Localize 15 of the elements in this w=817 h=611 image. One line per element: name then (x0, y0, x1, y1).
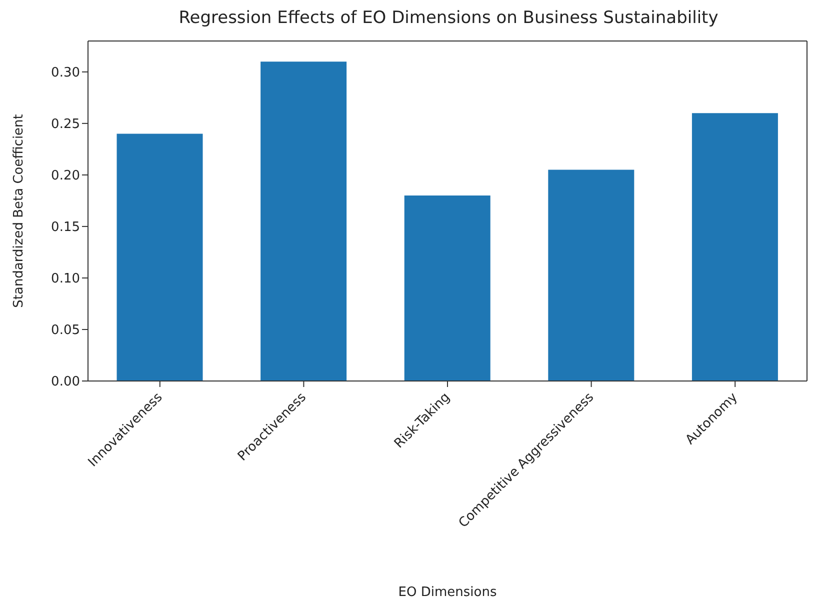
bar (116, 134, 203, 381)
chart-title: Regression Effects of EO Dimensions on Business Sustainability (178, 8, 720, 30)
x-axis-title: EO Dimensions (398, 585, 497, 600)
bar (692, 113, 778, 381)
y-tick-label: 0.30 (51, 66, 80, 81)
bar (548, 170, 634, 381)
y-tick-label: 0.15 (51, 220, 80, 236)
bar (260, 62, 347, 381)
bar (404, 196, 490, 381)
y-tick-label: 0.20 (51, 168, 80, 184)
y-tick-label: 0.05 (51, 323, 80, 338)
y-tick-label: 0.00 (51, 374, 80, 390)
y-tick-label: 0.25 (51, 117, 80, 132)
y-tick-label: 0.10 (51, 272, 80, 287)
y-axis-title: Standardized Beta Coefficient (12, 114, 27, 308)
